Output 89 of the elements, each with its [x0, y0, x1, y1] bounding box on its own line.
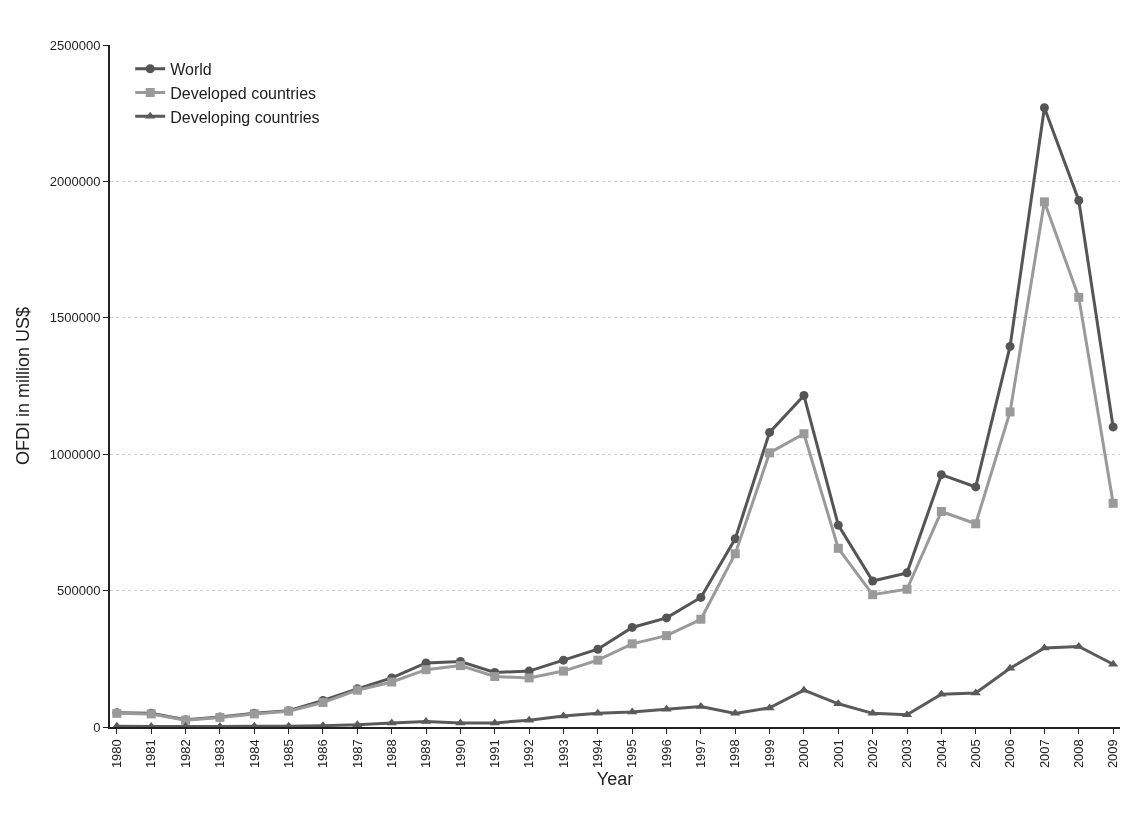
point	[455, 718, 466, 726]
point	[593, 655, 603, 665]
x-tick-label: 2009	[1105, 739, 1121, 769]
point	[696, 592, 706, 602]
point	[833, 543, 843, 553]
point	[558, 666, 568, 676]
point	[730, 708, 741, 716]
x-tick-label: 1983	[212, 739, 228, 769]
x-tick-label: 2002	[864, 739, 880, 769]
point	[558, 655, 568, 665]
point	[627, 622, 637, 632]
point	[1039, 643, 1050, 651]
point	[524, 673, 534, 683]
x-tick-label: 1994	[590, 739, 606, 769]
point	[696, 614, 706, 624]
x-tick-label: 1998	[727, 739, 743, 769]
point	[386, 718, 397, 726]
x-tick-label: 1987	[349, 739, 365, 769]
point	[1108, 498, 1118, 508]
x-tick-label: 2007	[1036, 739, 1052, 769]
x-tick-label: 1982	[177, 739, 193, 769]
point	[799, 391, 809, 401]
point	[902, 568, 912, 578]
point	[868, 576, 878, 586]
point	[971, 482, 981, 492]
point	[936, 470, 946, 480]
point	[593, 644, 603, 654]
x-tick-label: 1984	[246, 739, 262, 769]
y-tick-label: 500000	[57, 583, 101, 599]
x-tick-label: 2005	[967, 739, 983, 769]
x-tick-label: 1993	[555, 739, 571, 769]
point	[387, 677, 397, 687]
y-tick-label: 0	[93, 719, 101, 735]
y-tick-label: 2500000	[49, 37, 101, 53]
point	[1039, 103, 1049, 113]
x-tick-label: 2004	[933, 739, 949, 769]
x-tick-label: 1990	[452, 739, 468, 769]
point	[730, 549, 740, 559]
point	[868, 590, 878, 600]
point	[765, 427, 775, 437]
point	[455, 661, 465, 671]
x-tick-label: 1991	[486, 739, 502, 769]
point	[1005, 407, 1015, 417]
point	[661, 704, 672, 712]
point	[1005, 341, 1015, 351]
x-tick-label: 1999	[761, 739, 777, 769]
x-tick-label: 1997	[693, 739, 709, 769]
point	[799, 429, 809, 439]
x-tick-label: 2001	[830, 739, 846, 769]
point	[1039, 197, 1049, 207]
point	[627, 639, 637, 649]
point	[765, 448, 775, 458]
point	[764, 703, 775, 711]
point	[970, 688, 981, 696]
x-tick-label: 1995	[624, 739, 640, 769]
point	[1108, 422, 1118, 432]
y-axis-title: OFDI in million US$	[13, 306, 34, 466]
x-axis-title: Year	[596, 768, 634, 789]
point	[971, 519, 981, 529]
point	[421, 665, 431, 675]
legend-label: Developed countries	[170, 84, 317, 102]
point	[489, 718, 500, 726]
point	[1074, 292, 1084, 302]
point	[902, 584, 912, 594]
y-tick-label: 1500000	[49, 310, 101, 326]
x-tick-label: 1981	[143, 739, 159, 769]
x-tick-label: 2000	[796, 739, 812, 769]
point	[662, 613, 672, 623]
point	[833, 520, 843, 530]
x-tick-label: 2008	[1071, 739, 1087, 769]
point	[662, 631, 672, 641]
x-tick-label: 1988	[383, 739, 399, 769]
point	[936, 506, 946, 516]
x-tick-label: 1980	[109, 739, 125, 769]
y-tick-label: 2000000	[49, 173, 101, 189]
point	[867, 708, 878, 716]
x-tick-label: 1989	[418, 739, 434, 769]
point	[1074, 196, 1084, 205]
x-tick-label: 2003	[899, 739, 915, 769]
legend-label: World	[170, 60, 212, 78]
x-tick-label: 1996	[658, 739, 674, 769]
x-tick-label: 1986	[315, 739, 331, 769]
point	[490, 672, 500, 682]
point	[936, 689, 947, 697]
y-tick-label: 1000000	[49, 446, 101, 462]
x-tick-label: 1992	[521, 739, 537, 769]
x-tick-label: 2006	[1002, 739, 1018, 769]
legend-label: Developing countries	[170, 108, 320, 126]
x-tick-label: 1985	[280, 739, 296, 769]
